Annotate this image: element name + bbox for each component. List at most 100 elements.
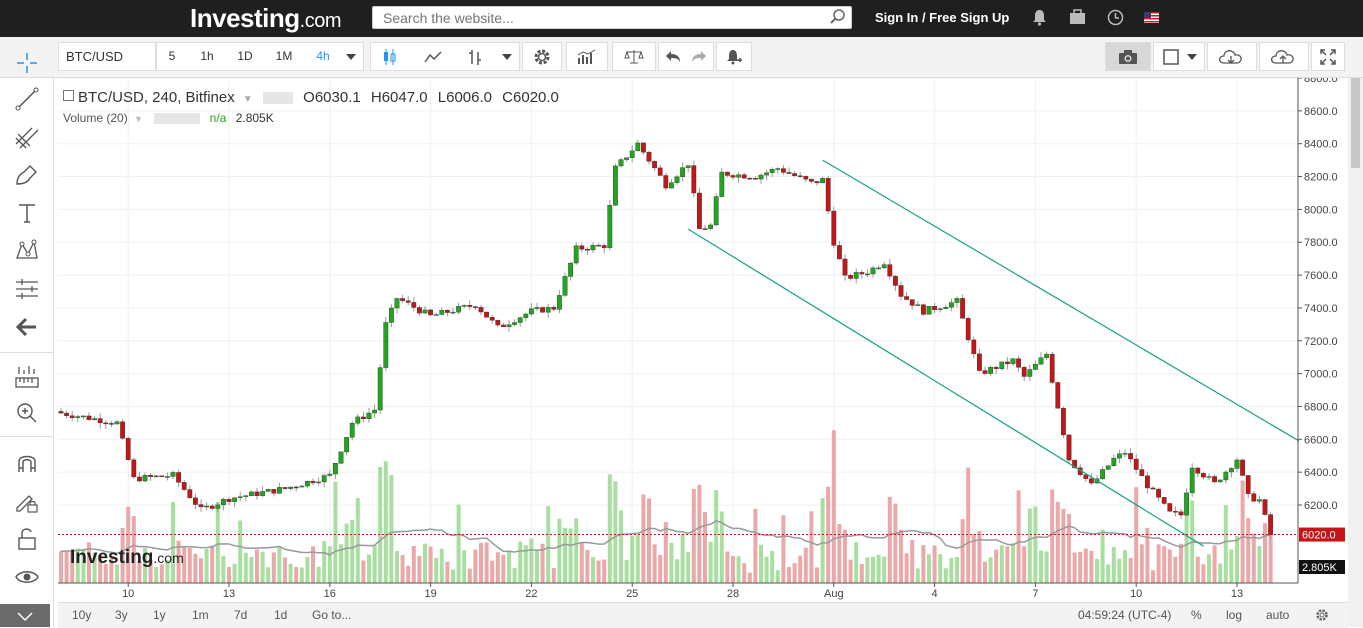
prediction-tool-icon[interactable] (14, 276, 40, 302)
pencil-lock-icon[interactable] (14, 488, 40, 514)
collapse-toolbar-button[interactable] (0, 604, 50, 627)
range-1m[interactable]: 1m (192, 608, 209, 622)
pattern-tool-icon[interactable] (14, 238, 40, 264)
sign-in-link[interactable]: Sign In / Free Sign Up (875, 10, 1010, 25)
volume-bar (893, 503, 898, 583)
volume-bar (339, 544, 343, 583)
candle-body (276, 487, 282, 494)
alert-bell-icon[interactable] (725, 48, 743, 66)
magnet-icon[interactable] (14, 450, 40, 476)
candle-body (355, 416, 361, 424)
eye-icon[interactable] (14, 564, 40, 590)
arrow-left-icon[interactable] (14, 314, 40, 340)
range-3y[interactable]: 3y (115, 608, 128, 622)
candle-body (131, 459, 137, 478)
chart-type-dropdown-icon[interactable] (502, 54, 512, 60)
volume-bar (260, 551, 265, 583)
volume-dropdown-icon[interactable]: ▼ (134, 114, 143, 124)
candle-body (417, 307, 422, 314)
scale-icon[interactable] (624, 49, 644, 65)
volume-bar (518, 541, 523, 583)
candle-body (568, 262, 573, 277)
indicators-icon[interactable] (577, 49, 597, 65)
redo-icon[interactable] (691, 50, 707, 64)
text-tool-icon[interactable] (14, 200, 40, 226)
layout-button[interactable] (1153, 42, 1205, 71)
fullscreen-icon[interactable] (1320, 49, 1336, 65)
volume-label: Volume (20) (63, 111, 128, 125)
search-icon[interactable] (830, 9, 846, 25)
drawing-toolbar (0, 53, 54, 627)
measure-icon[interactable] (14, 364, 40, 390)
x-tick-label: 16 (324, 588, 336, 600)
page-scrollbar[interactable] (1348, 78, 1363, 627)
line-chart-icon[interactable] (424, 49, 442, 65)
fib-tool-icon[interactable] (14, 124, 40, 150)
y-tick-label: 8800.0 (1304, 78, 1338, 85)
volume-ma-line (60, 520, 1271, 556)
volume-settings-icon[interactable] (154, 113, 201, 125)
volume-bar (669, 542, 674, 583)
unlock-icon[interactable] (14, 526, 40, 552)
camera-icon[interactable] (1118, 49, 1138, 65)
volume-bar (344, 523, 349, 583)
crosshair-icon[interactable] (14, 50, 40, 76)
zoom-in-icon[interactable] (14, 400, 40, 426)
brush-icon[interactable] (14, 162, 40, 188)
candle-body (517, 317, 523, 323)
cloud-download-icon[interactable] (1218, 49, 1244, 66)
undo-icon[interactable] (665, 50, 681, 64)
auto-toggle[interactable]: auto (1266, 608, 1290, 622)
symbol-input[interactable]: BTC/USD (58, 42, 156, 71)
volume-bar (641, 494, 646, 583)
layout-dropdown-icon[interactable] (1187, 54, 1197, 60)
collapse-legend-icon[interactable] (63, 90, 74, 101)
indicators-button[interactable] (566, 42, 608, 71)
candles-icon[interactable] (381, 48, 399, 66)
gear-icon[interactable] (533, 48, 551, 66)
interval-1h[interactable]: 1h (200, 49, 214, 63)
volume-bar (703, 512, 707, 583)
square-layout-icon[interactable] (1163, 49, 1179, 65)
settings-button[interactable] (522, 42, 562, 71)
percent-toggle[interactable]: % (1191, 608, 1202, 622)
price-chart[interactable]: 8800.0 8600.0 8400.0 8200.0 8000.0 7800.0 7600… (58, 78, 1348, 602)
trend-line-icon[interactable] (14, 86, 40, 112)
us-flag-icon[interactable] (1144, 12, 1159, 23)
interval-4h[interactable]: 4h (316, 49, 330, 63)
volume-bar (232, 563, 237, 583)
range-7d[interactable]: 7d (234, 608, 248, 622)
goto-button[interactable]: Go to... (312, 608, 352, 622)
legend-dropdown-icon[interactable]: ▼ (242, 94, 253, 105)
briefcase-icon[interactable] (1069, 9, 1086, 26)
scrollbar-thumb[interactable] (1351, 78, 1360, 168)
candle-body (949, 302, 954, 308)
interval-1m[interactable]: 1M (275, 49, 293, 63)
bars-icon[interactable] (466, 48, 484, 66)
bell-icon[interactable] (1032, 9, 1047, 26)
log-toggle[interactable]: log (1226, 608, 1243, 622)
range-1d[interactable]: 1d (274, 608, 288, 622)
gear-icon[interactable] (1315, 608, 1329, 622)
candle-body (1234, 459, 1240, 469)
site-logo[interactable]: Investing.com (190, 3, 341, 33)
search-input[interactable] (381, 7, 825, 29)
load-button[interactable] (1207, 42, 1257, 71)
volume-bar (770, 551, 775, 583)
x-tick-label: 7 (1032, 588, 1038, 600)
search-box[interactable] (372, 6, 852, 29)
fullscreen-button[interactable] (1311, 42, 1345, 71)
range-10y[interactable]: 10y (72, 608, 92, 622)
chevron-down-icon[interactable] (16, 610, 34, 622)
clock-icon[interactable] (1107, 9, 1124, 26)
volume-bar (1179, 543, 1183, 583)
cloud-upload-icon[interactable] (1270, 49, 1296, 66)
legend-settings-icon[interactable] (262, 92, 293, 105)
interval-5[interactable]: 5 (168, 49, 176, 63)
interval-dropdown-icon[interactable] (346, 54, 356, 60)
volume-bar (613, 481, 618, 583)
interval-1d[interactable]: 1D (237, 49, 253, 63)
candle-body (775, 168, 781, 170)
candle-body (1223, 471, 1229, 481)
range-1y[interactable]: 1y (153, 608, 166, 622)
